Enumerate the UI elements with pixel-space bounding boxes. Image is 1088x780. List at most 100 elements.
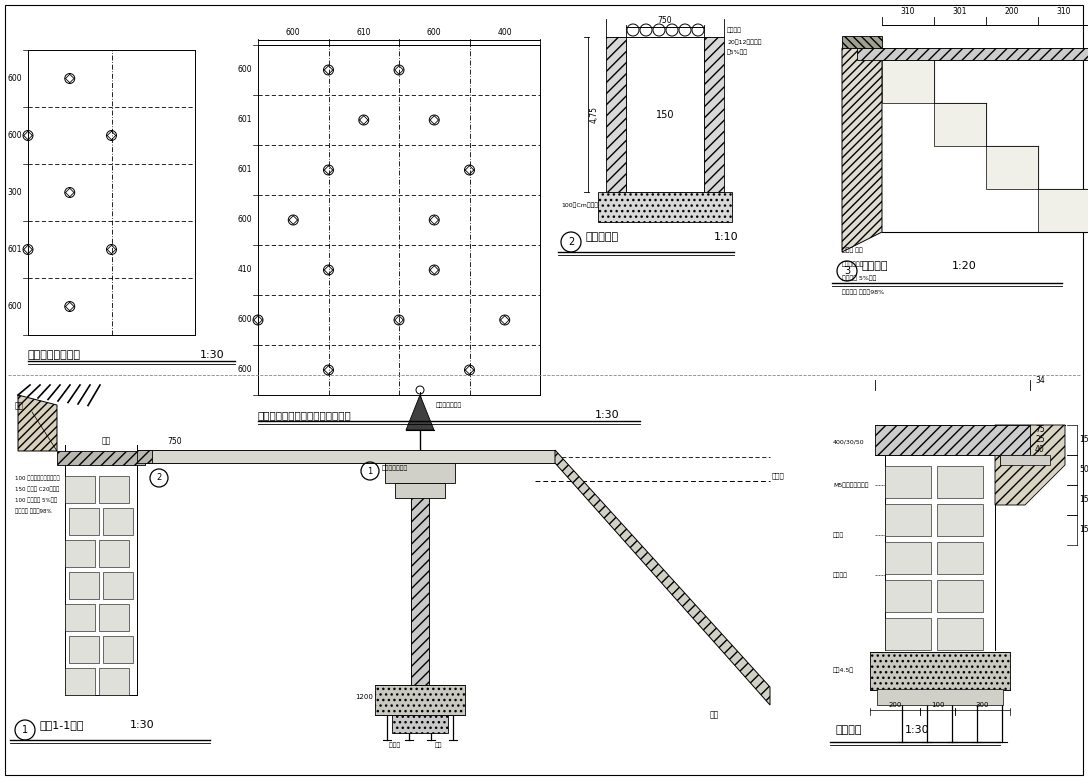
Text: 排水沟做法: 排水沟做法 [586, 232, 619, 242]
Text: 600: 600 [237, 215, 252, 225]
Text: 3: 3 [844, 266, 850, 276]
Text: 600: 600 [237, 66, 252, 75]
Text: 310: 310 [1056, 7, 1072, 16]
Bar [986, 146, 1038, 189]
Text: 1:30: 1:30 [905, 725, 929, 735]
Text: 挡土: 挡土 [15, 401, 24, 410]
Text: 400: 400 [497, 28, 512, 37]
Bar [375, 685, 465, 715]
Text: 1:30: 1:30 [200, 350, 224, 360]
Bar [137, 450, 555, 463]
Text: 1:10: 1:10 [714, 232, 739, 242]
Bar [392, 715, 448, 733]
Text: 2: 2 [157, 473, 162, 483]
Text: 湖岘1-1剪面: 湖岘1-1剪面 [40, 720, 85, 730]
Text: 300: 300 [8, 188, 22, 197]
Text: 34: 34 [1035, 376, 1044, 385]
Bar [99, 668, 129, 695]
Text: 150 塑化层 C20混凝土: 150 塑化层 C20混凝土 [15, 486, 59, 491]
Bar [69, 572, 99, 599]
Text: 碎石垫层: 碎石垫层 [833, 573, 848, 578]
Text: 600: 600 [8, 131, 22, 140]
Bar [937, 618, 982, 650]
Text: 150: 150 [1079, 526, 1088, 534]
Bar [882, 60, 934, 103]
Text: 75: 75 [1035, 426, 1044, 434]
Text: 湖底: 湖底 [710, 710, 719, 719]
Text: 4,75: 4,75 [590, 106, 599, 123]
Bar [57, 451, 145, 465]
Text: 嵌草砖 片石: 嵌草砖 片石 [842, 247, 863, 253]
Bar [65, 604, 95, 631]
Bar [937, 542, 982, 574]
Text: 木桩花岗岩压顶: 木桩花岗岩压顶 [382, 465, 408, 471]
Text: 610: 610 [357, 28, 371, 37]
Text: 2: 2 [568, 237, 574, 247]
Bar [870, 652, 1010, 690]
Bar [937, 466, 982, 498]
Bar [606, 37, 626, 192]
Bar [598, 192, 732, 222]
Text: 台阶做法: 台阶做法 [862, 261, 889, 271]
Bar [934, 103, 986, 146]
Bar [1038, 189, 1088, 232]
Bar [885, 504, 931, 536]
Text: 100 碎石垫层 5%粗砂: 100 碎石垫层 5%粗砂 [15, 497, 58, 502]
Bar [103, 636, 133, 663]
Polygon shape [555, 450, 770, 705]
Bar [411, 450, 429, 715]
Bar [99, 476, 129, 503]
Polygon shape [842, 48, 882, 252]
Text: 301: 301 [953, 7, 967, 16]
Text: 碎石垫层 5%粗砂: 碎石垫层 5%粗砂 [842, 275, 876, 281]
Bar [99, 540, 129, 567]
Bar [885, 466, 931, 498]
Text: 50: 50 [1079, 466, 1088, 474]
Text: 200: 200 [888, 702, 902, 708]
Bar [885, 618, 931, 650]
Text: 400/30/50: 400/30/50 [833, 439, 865, 445]
Text: 桩基础: 桩基础 [385, 742, 400, 747]
Text: 100 高分子复合土工布三层: 100 高分子复合土工布三层 [15, 475, 60, 480]
Text: 挡土: 挡土 [101, 436, 111, 445]
Text: 601: 601 [237, 165, 252, 175]
Text: 750: 750 [657, 16, 672, 25]
Bar [137, 450, 152, 463]
Text: 20厚12水泥砂浆: 20厚12水泥砂浆 [727, 40, 762, 45]
Text: 1: 1 [368, 466, 372, 476]
Text: M5水泥砂浆砌毛石: M5水泥砂浆砌毛石 [833, 482, 868, 488]
Bar [1000, 455, 1050, 465]
Text: 600: 600 [8, 74, 22, 83]
Text: 150: 150 [656, 109, 675, 119]
Text: 1:20: 1:20 [952, 261, 977, 271]
Bar [857, 48, 1088, 60]
Bar [885, 580, 931, 612]
Bar [877, 689, 1003, 705]
Bar [69, 508, 99, 535]
Text: 素土夯实 密实度98%: 素土夯实 密实度98% [842, 289, 885, 295]
Text: 600: 600 [8, 302, 22, 311]
Bar [842, 36, 882, 48]
Text: 310: 310 [901, 7, 915, 16]
Text: 桩径: 桩径 [435, 742, 443, 747]
Polygon shape [18, 395, 57, 451]
Text: 驳岁栖木桦分布图: 驳岁栖木桦分布图 [28, 350, 81, 360]
Bar [65, 668, 95, 695]
Text: 410: 410 [237, 265, 252, 275]
Bar [99, 604, 129, 631]
Text: 100: 100 [930, 702, 944, 708]
Text: 150: 150 [1079, 435, 1088, 445]
Text: 标准花岗岩垫顶: 标准花岗岩垫顶 [436, 402, 462, 408]
Text: 1:30: 1:30 [129, 720, 154, 730]
Bar [69, 636, 99, 663]
Bar [103, 508, 133, 535]
Text: 200: 200 [1004, 7, 1019, 16]
Bar [875, 425, 1030, 455]
Text: 1:30: 1:30 [595, 410, 620, 420]
Text: 600: 600 [426, 28, 442, 37]
Bar [937, 580, 982, 612]
Bar [385, 463, 455, 483]
Bar [704, 37, 724, 192]
Text: 100厚Cm混凝土: 100厚Cm混凝土 [561, 202, 598, 207]
Text: 防5%粗砂: 防5%粗砂 [727, 49, 749, 55]
